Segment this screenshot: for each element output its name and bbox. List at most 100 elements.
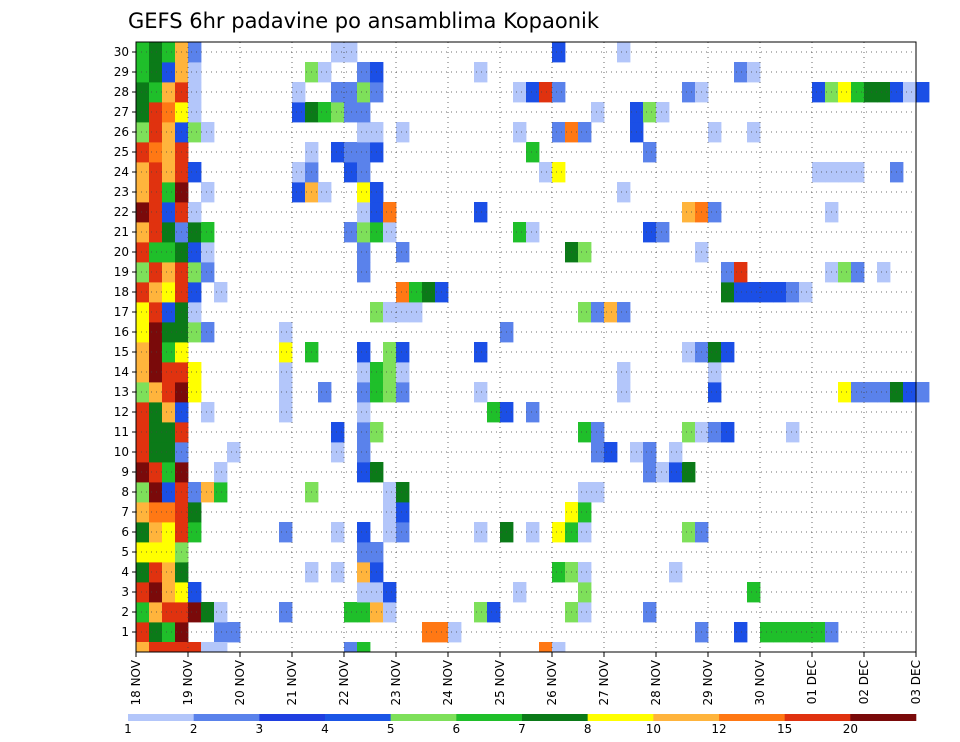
heatmap-cell <box>201 242 215 263</box>
heatmap-cell <box>149 102 163 123</box>
heatmap-cell <box>162 42 176 63</box>
heatmap-cell <box>149 282 163 303</box>
heatmap-cell <box>851 82 865 103</box>
y-tick-label: 11 <box>114 425 129 439</box>
x-tick-label: 27 NOV <box>597 659 611 705</box>
heatmap-cell <box>188 262 202 283</box>
heatmap-cell <box>149 222 163 243</box>
heatmap-cell <box>877 82 891 103</box>
heatmap-cell <box>682 422 696 443</box>
x-tick-label: 25 NOV <box>493 659 507 705</box>
grid-lines <box>136 42 916 652</box>
heatmap-cell <box>552 642 566 652</box>
heatmap-cell <box>474 342 488 363</box>
heatmap-cell <box>331 142 345 163</box>
heatmap-cell <box>357 582 371 603</box>
heatmap-cell <box>864 382 878 403</box>
heatmap-cell <box>812 82 826 103</box>
heatmap-cell <box>747 282 761 303</box>
heatmap-cell <box>136 222 150 243</box>
heatmap-cell <box>578 562 592 583</box>
heatmap-cell <box>344 42 358 63</box>
heatmap-cell <box>669 442 683 463</box>
heatmap-cell <box>604 442 618 463</box>
heatmap-cell <box>357 442 371 463</box>
heatmap-cell <box>617 182 631 203</box>
x-tick-label: 20 NOV <box>233 659 247 705</box>
heatmap-cell <box>214 642 228 652</box>
heatmap-cell <box>279 522 293 543</box>
heatmap-cell <box>383 342 397 363</box>
y-tick-label: 29 <box>114 65 129 79</box>
heatmap-cell <box>357 262 371 283</box>
heatmap-cell <box>357 62 371 83</box>
heatmap-cell <box>318 382 332 403</box>
heatmap-cell <box>487 602 501 623</box>
plot-frame <box>135 41 917 653</box>
heatmap-cell <box>331 102 345 123</box>
y-tick-label: 13 <box>114 385 129 399</box>
heatmap-cell <box>578 122 592 143</box>
heatmap-cell <box>188 82 202 103</box>
heatmap-cell <box>149 462 163 483</box>
heatmap-cell <box>344 642 358 652</box>
heatmap-cell <box>136 322 150 343</box>
y-tick-label: 25 <box>114 145 129 159</box>
y-tick-label: 21 <box>114 225 129 239</box>
heatmap-cell <box>396 242 410 263</box>
legend-swatch <box>128 714 194 721</box>
heatmap-cell <box>162 382 176 403</box>
heatmap-cell <box>318 102 332 123</box>
heatmap-cell <box>162 262 176 283</box>
x-tick-label: 18 NOV <box>129 659 143 705</box>
heatmap-cell <box>734 282 748 303</box>
legend-label: 10 <box>646 722 661 736</box>
heatmap-cell <box>734 62 748 83</box>
legend-swatch <box>259 714 326 721</box>
heatmap-cell <box>526 222 540 243</box>
y-tick-label: 24 <box>114 165 129 179</box>
heatmap-cell <box>721 342 735 363</box>
y-tick-label: 7 <box>121 505 129 519</box>
heatmap-cell <box>149 42 163 63</box>
heatmap-cell <box>916 382 930 403</box>
heatmap-cell <box>786 282 800 303</box>
heatmap-cell <box>201 602 215 623</box>
heatmap-cell <box>357 82 371 103</box>
y-tick-label: 6 <box>121 525 129 539</box>
heatmap-cell <box>279 382 293 403</box>
heatmap-cell <box>136 262 150 283</box>
heatmap-cell <box>383 362 397 383</box>
heatmap-cell <box>773 622 787 643</box>
legend-swatch <box>653 714 720 721</box>
x-tick-label: 19 NOV <box>181 659 195 705</box>
y-tick-label: 18 <box>114 285 129 299</box>
heatmap-cell <box>539 642 553 652</box>
heatmap-cell <box>617 382 631 403</box>
heatmap-cell <box>188 122 202 143</box>
heatmap-cell <box>331 522 345 543</box>
heatmap-cell <box>526 402 540 423</box>
heatmap-cell <box>474 522 488 543</box>
heatmap-cell <box>331 42 345 63</box>
heatmap-cell <box>357 122 371 143</box>
heatmap-cell <box>136 622 150 643</box>
heatmap-cell <box>214 462 228 483</box>
heatmap-cell <box>643 442 657 463</box>
heatmap-cell <box>357 202 371 223</box>
heatmap-cell <box>136 342 150 363</box>
y-tick-label: 23 <box>114 185 129 199</box>
heatmap-cell <box>162 62 176 83</box>
heatmap-cell <box>162 642 176 652</box>
heatmap-cell <box>838 162 852 183</box>
heatmap-cell <box>357 422 371 443</box>
heatmap-cell <box>188 282 202 303</box>
y-tick-label: 16 <box>114 325 129 339</box>
legend-swatch <box>193 714 260 721</box>
heatmap-cell <box>162 242 176 263</box>
y-tick-label: 8 <box>121 485 129 499</box>
heatmap-cell <box>396 342 410 363</box>
heatmap-cell <box>474 382 488 403</box>
heatmap-cell <box>656 102 670 123</box>
heatmap-cell <box>357 602 371 623</box>
